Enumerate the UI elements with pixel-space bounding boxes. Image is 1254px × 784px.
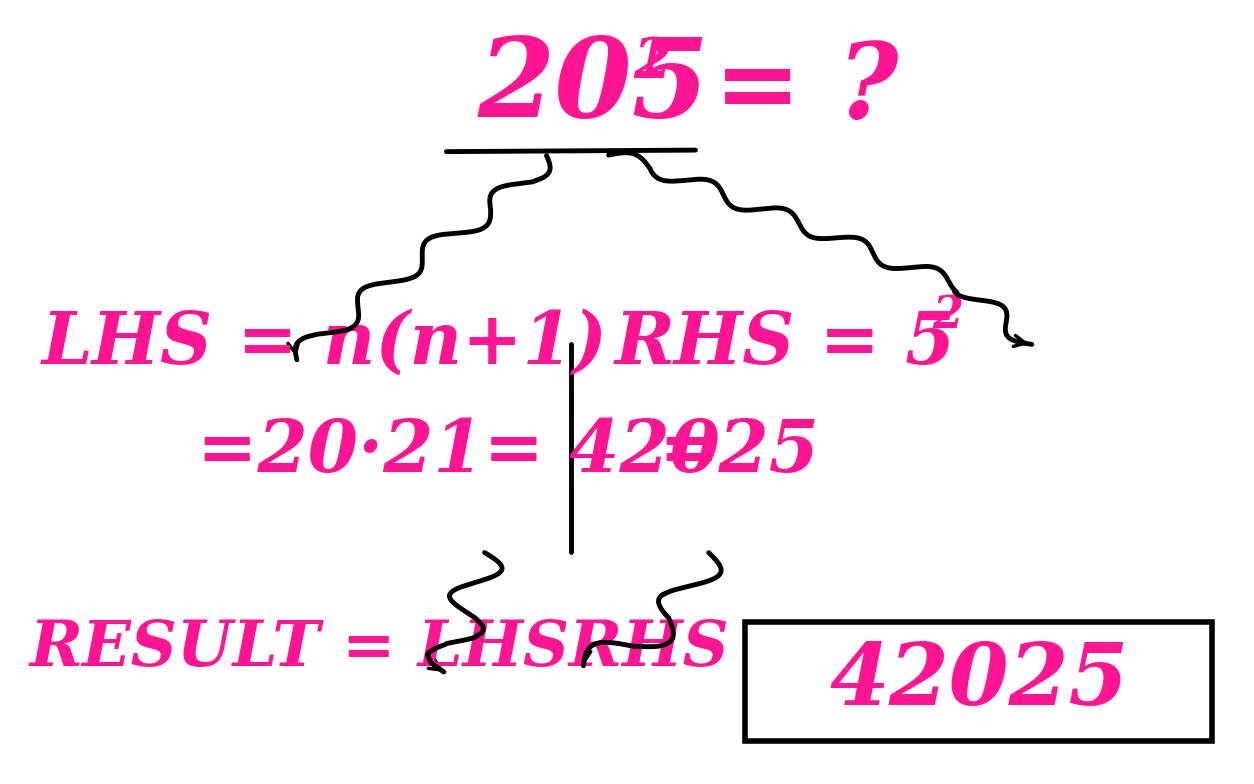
- Text: LHS = n(n+1): LHS = n(n+1): [41, 308, 607, 379]
- Text: 205: 205: [478, 33, 710, 140]
- Text: =25: =25: [658, 416, 819, 487]
- Text: RESULT = LHSRHS =: RESULT = LHSRHS =: [29, 618, 805, 680]
- FancyBboxPatch shape: [745, 622, 1213, 742]
- Text: RHS = 5: RHS = 5: [614, 308, 956, 379]
- Text: 2: 2: [932, 294, 963, 336]
- Text: 2: 2: [633, 35, 672, 90]
- Text: 42025: 42025: [830, 640, 1129, 723]
- Text: =20·21= 420: =20·21= 420: [197, 416, 720, 487]
- Text: = ?: = ?: [715, 38, 899, 140]
